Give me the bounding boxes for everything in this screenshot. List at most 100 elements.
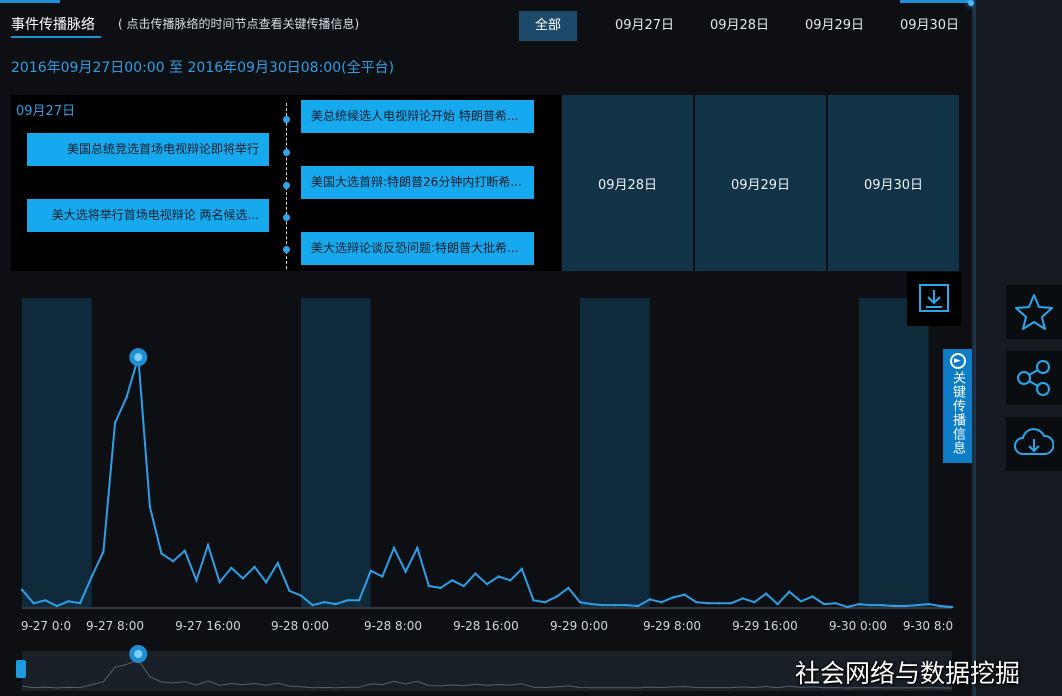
- range-navigator[interactable]: [16, 645, 953, 691]
- data-point[interactable]: [381, 575, 384, 578]
- data-point[interactable]: [857, 602, 861, 606]
- data-point[interactable]: [288, 589, 291, 592]
- timeline-node[interactable]: [283, 214, 290, 221]
- data-point[interactable]: [509, 579, 512, 582]
- data-point[interactable]: [450, 579, 454, 582]
- data-point[interactable]: [904, 604, 907, 608]
- data-point[interactable]: [846, 605, 849, 609]
- data-point[interactable]: [578, 601, 582, 604]
- data-point[interactable]: [706, 601, 710, 605]
- tab-all[interactable]: 全部: [519, 11, 577, 41]
- data-point[interactable]: [439, 586, 442, 590]
- data-point[interactable]: [160, 552, 163, 555]
- data-point[interactable]: [427, 584, 431, 588]
- download-button[interactable]: [907, 272, 961, 326]
- data-point[interactable]: [32, 601, 35, 605]
- data-point[interactable]: [392, 546, 396, 550]
- data-point[interactable]: [660, 601, 663, 604]
- event-item[interactable]: 美国大选首辩:特朗普26分钟内打断希...: [301, 166, 534, 199]
- data-point[interactable]: [206, 543, 210, 547]
- data-point[interactable]: [776, 602, 779, 606]
- data-point[interactable]: [183, 549, 186, 552]
- data-point[interactable]: [171, 560, 175, 563]
- data-point[interactable]: [695, 601, 698, 604]
- share-button[interactable]: [1006, 351, 1062, 405]
- day-cell-0929[interactable]: 09月29日: [695, 95, 826, 271]
- data-point[interactable]: [625, 603, 628, 607]
- key-info-tab[interactable]: ► 关键传播信息: [943, 349, 972, 463]
- data-point[interactable]: [683, 593, 686, 596]
- data-point[interactable]: [113, 421, 117, 425]
- data-point[interactable]: [90, 575, 93, 578]
- cloud-download-button[interactable]: [1006, 417, 1062, 471]
- data-point[interactable]: [485, 582, 489, 586]
- event-item[interactable]: 美大选将举行首场电视辩论 两名候选...: [27, 199, 269, 232]
- data-point[interactable]: [567, 586, 570, 590]
- data-point[interactable]: [404, 570, 407, 573]
- data-point[interactable]: [218, 581, 221, 584]
- day-cell-0930[interactable]: 09月30日: [828, 95, 959, 271]
- data-point[interactable]: [555, 595, 558, 598]
- tab-0929[interactable]: 09月29日: [804, 18, 865, 33]
- data-point[interactable]: [532, 599, 535, 602]
- data-point[interactable]: [276, 561, 279, 565]
- data-point[interactable]: [311, 603, 314, 607]
- data-point[interactable]: [648, 598, 651, 601]
- data-point[interactable]: [764, 592, 768, 595]
- tab-0927[interactable]: 09月27日: [614, 18, 675, 33]
- timeline-node[interactable]: [283, 149, 290, 156]
- data-point[interactable]: [323, 601, 326, 604]
- data-point[interactable]: [788, 590, 791, 593]
- data-point[interactable]: [148, 505, 152, 509]
- data-point[interactable]: [44, 599, 47, 602]
- data-point[interactable]: [671, 596, 675, 599]
- data-point[interactable]: [753, 601, 756, 604]
- data-point[interactable]: [718, 601, 721, 605]
- data-point[interactable]: [811, 595, 814, 598]
- data-point[interactable]: [927, 602, 930, 606]
- event-item[interactable]: 美国总统竞选首场电视辩论即将举行: [27, 133, 269, 166]
- data-point[interactable]: [264, 581, 268, 584]
- data-point[interactable]: [55, 604, 59, 608]
- data-point[interactable]: [834, 601, 837, 605]
- tab-0930[interactable]: 09月30日: [899, 18, 960, 33]
- data-point[interactable]: [67, 600, 70, 603]
- data-point[interactable]: [590, 602, 593, 606]
- timeline-node[interactable]: [283, 182, 290, 189]
- data-point[interactable]: [822, 602, 826, 606]
- data-point[interactable]: [357, 599, 361, 602]
- data-point[interactable]: [102, 550, 105, 553]
- data-point[interactable]: [241, 577, 245, 580]
- navigator-handle[interactable]: [16, 660, 26, 678]
- data-point[interactable]: [462, 584, 465, 588]
- tab-0928[interactable]: 09月28日: [709, 18, 770, 33]
- data-point[interactable]: [543, 601, 547, 604]
- data-point[interactable]: [369, 569, 372, 572]
- data-point[interactable]: [299, 594, 303, 597]
- event-item[interactable]: 美大选辩论谈反恐问题:特朗普大批希...: [301, 232, 534, 265]
- data-point[interactable]: [230, 566, 233, 570]
- data-point[interactable]: [195, 579, 198, 582]
- data-point[interactable]: [799, 600, 803, 603]
- data-point[interactable]: [520, 567, 524, 571]
- data-point[interactable]: [613, 603, 617, 607]
- data-point[interactable]: [346, 599, 349, 602]
- data-point[interactable]: [497, 575, 500, 578]
- timeline-node[interactable]: [283, 246, 290, 253]
- data-point[interactable]: [474, 572, 477, 575]
- data-point[interactable]: [636, 604, 640, 608]
- data-point[interactable]: [729, 601, 733, 605]
- data-point[interactable]: [125, 396, 128, 399]
- data-point[interactable]: [869, 603, 872, 607]
- data-point[interactable]: [253, 565, 256, 569]
- data-point[interactable]: [334, 602, 338, 606]
- data-point[interactable]: [881, 603, 884, 607]
- data-point[interactable]: [78, 601, 82, 605]
- data-point[interactable]: [20, 588, 24, 592]
- favorite-button[interactable]: [1006, 285, 1062, 339]
- timeline-node[interactable]: [283, 116, 290, 123]
- data-point[interactable]: [939, 604, 942, 608]
- data-point[interactable]: [416, 546, 419, 550]
- data-point[interactable]: [602, 603, 605, 607]
- data-point[interactable]: [892, 604, 896, 608]
